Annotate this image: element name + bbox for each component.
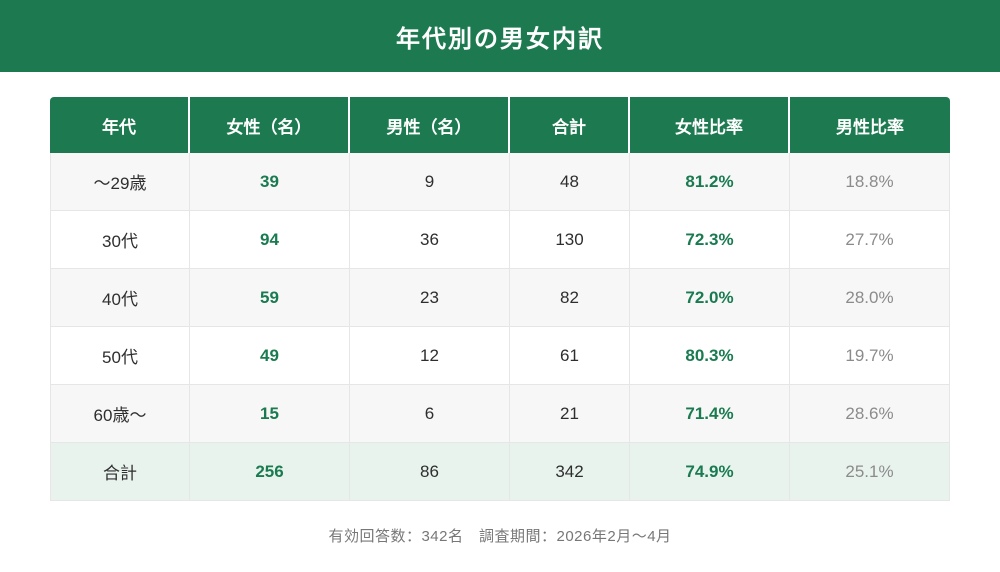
age-cell: 40代 — [50, 269, 190, 327]
page-title: 年代別の男女内訳 — [396, 25, 604, 53]
table-row: 〜29歳 39 9 48 81.2% 18.8% — [50, 153, 950, 211]
female-count-cell: 59 — [190, 269, 350, 327]
total-cell: 82 — [510, 269, 630, 327]
male-count-cell: 12 — [350, 327, 510, 385]
table-row: 40代 59 23 82 72.0% 28.0% — [50, 269, 950, 327]
male-ratio-cell: 18.8% — [790, 153, 950, 211]
total-row: 合計 256 86 342 74.9% 25.1% — [50, 443, 950, 501]
column-header: 合計 — [510, 97, 630, 153]
table-header: 年代 女性（名） 男性（名） 合計 女性比率 男性比率 — [50, 97, 950, 153]
female-count-cell: 15 — [190, 385, 350, 443]
table-row: 50代 49 12 61 80.3% 19.7% — [50, 327, 950, 385]
footnote: 有効回答数：342名 調査期間：2026年2月〜4月 — [328, 528, 672, 545]
male-count-cell: 9 — [350, 153, 510, 211]
column-header: 女性（名） — [190, 97, 350, 153]
column-header: 女性比率 — [630, 97, 790, 153]
male-ratio-cell: 28.0% — [790, 269, 950, 327]
total-cell: 130 — [510, 211, 630, 269]
age-cell: 50代 — [50, 327, 190, 385]
column-header: 年代 — [50, 97, 190, 153]
male-ratio-cell: 19.7% — [790, 327, 950, 385]
page: 年代別の男女内訳 年代 女性（名） 男性（名） 合計 女性比率 男性比率 〜29歳 39 9 4… — [0, 0, 1000, 545]
female-count-cell: 39 — [190, 153, 350, 211]
female-ratio-cell: 80.3% — [630, 327, 790, 385]
male-count-cell: 6 — [350, 385, 510, 443]
age-gender-table: 年代 女性（名） 男性（名） 合計 女性比率 男性比率 〜29歳 39 9 48 81.2% 18.… — [50, 97, 950, 501]
male-count-cell: 36 — [350, 211, 510, 269]
table-body: 〜29歳 39 9 48 81.2% 18.8% 30代 94 36 130 72.3% 27.7% 4… — [50, 153, 950, 501]
column-header: 男性比率 — [790, 97, 950, 153]
table-row: 60歳〜 15 6 21 71.4% 28.6% — [50, 385, 950, 443]
total-cell: 21 — [510, 385, 630, 443]
female-ratio-cell: 72.3% — [630, 211, 790, 269]
age-cell: 30代 — [50, 211, 190, 269]
female-ratio-cell: 71.4% — [630, 385, 790, 443]
age-cell: 合計 — [50, 443, 190, 501]
column-header: 男性（名） — [350, 97, 510, 153]
total-cell: 48 — [510, 153, 630, 211]
male-ratio-cell: 27.7% — [790, 211, 950, 269]
female-ratio-cell: 81.2% — [630, 153, 790, 211]
table-header-row: 年代 女性（名） 男性（名） 合計 女性比率 男性比率 — [50, 97, 950, 153]
age-cell: 〜29歳 — [50, 153, 190, 211]
female-count-cell: 94 — [190, 211, 350, 269]
table-row: 30代 94 36 130 72.3% 27.7% — [50, 211, 950, 269]
age-cell: 60歳〜 — [50, 385, 190, 443]
female-count-cell: 256 — [190, 443, 350, 501]
total-cell: 61 — [510, 327, 630, 385]
female-ratio-cell: 74.9% — [630, 443, 790, 501]
female-ratio-cell: 72.0% — [630, 269, 790, 327]
total-cell: 342 — [510, 443, 630, 501]
title-bar: 年代別の男女内訳 — [0, 0, 1000, 72]
male-count-cell: 86 — [350, 443, 510, 501]
male-ratio-cell: 25.1% — [790, 443, 950, 501]
male-ratio-cell: 28.6% — [790, 385, 950, 443]
female-count-cell: 49 — [190, 327, 350, 385]
male-count-cell: 23 — [350, 269, 510, 327]
table-container: 年代 女性（名） 男性（名） 合計 女性比率 男性比率 〜29歳 39 9 48 81.2% 18.… — [50, 97, 950, 501]
